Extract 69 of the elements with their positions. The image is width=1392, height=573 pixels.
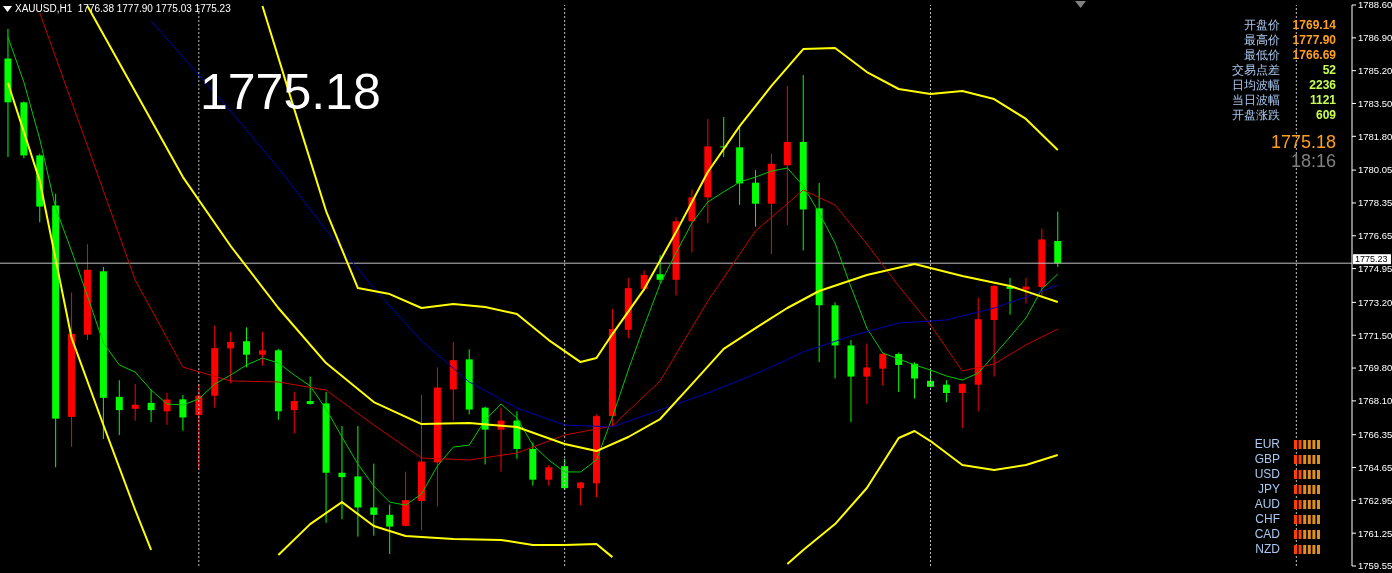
y-tick-label: 1773.20: [1358, 296, 1392, 308]
y-tick-label: 1762.95: [1358, 494, 1392, 506]
annotation: USD: [1254, 467, 1280, 482]
y-tick-label: 1785.20: [1358, 65, 1392, 77]
annotation: 开盘价: [1244, 18, 1280, 33]
y-tick-label: 1778.35: [1358, 197, 1392, 209]
candlestick: [147, 388, 155, 423]
annotation: NZD: [1255, 542, 1280, 557]
y-tick-label: 1781.80: [1358, 130, 1392, 142]
candlestick: [942, 379, 950, 403]
y-tick-label: 1786.90: [1358, 32, 1392, 44]
y-tick-label: 1776.65: [1358, 230, 1392, 242]
candlestick: [338, 425, 346, 520]
annotation: 609: [1315, 108, 1336, 123]
candlestick: [227, 331, 235, 384]
candlestick: [1054, 211, 1062, 268]
candlestick: [386, 504, 394, 555]
y-tick-label: 1764.65: [1358, 461, 1392, 473]
annotation: GBP: [1254, 452, 1280, 467]
y-tick-label: 1759.55: [1358, 560, 1392, 572]
candlestick: [115, 379, 123, 436]
annotation: 当日波幅: [1232, 93, 1280, 108]
ref-line-label: 1775.23: [1355, 254, 1388, 265]
annotation: JPY: [1257, 482, 1280, 497]
y-tick-label: 1771.50: [1358, 329, 1392, 341]
annotation: 1769.14: [1292, 18, 1336, 33]
annotation: EUR: [1254, 437, 1280, 452]
line-series: [7, 36, 1059, 506]
annotation: 1121: [1309, 93, 1336, 108]
candlestick: [958, 383, 966, 429]
candlestick: [179, 394, 187, 432]
candlestick: [656, 254, 664, 284]
annotation: CAD: [1254, 527, 1280, 542]
line-series: [786, 430, 1059, 566]
annotation: 1766.69: [1292, 48, 1336, 63]
y-tick-label: 1780.05: [1358, 164, 1392, 176]
annotation: 最高价: [1244, 33, 1280, 48]
annotation: 交易点差: [1232, 63, 1280, 78]
line-series: [6, 82, 153, 551]
candlestick: [290, 391, 298, 434]
y-tick-label: 1783.50: [1358, 97, 1392, 109]
candlestick: [863, 343, 871, 405]
annotation: CHF: [1255, 512, 1280, 527]
annotation: AUD: [1254, 497, 1280, 512]
annotation: 2236: [1309, 78, 1336, 93]
y-tick-label: 1769.80: [1358, 362, 1392, 374]
annotation: 1777.90: [1292, 33, 1336, 48]
y-tick-label: 1774.95: [1358, 262, 1392, 274]
line-series: [277, 501, 614, 559]
candlestick: [783, 85, 791, 226]
candlestick: [243, 326, 251, 368]
annotation: 1775.18: [1270, 131, 1336, 153]
candlestick: [879, 352, 887, 387]
y-tick-label: 1761.25: [1358, 527, 1392, 539]
candlestick: [306, 376, 314, 406]
candlestick: [577, 481, 585, 506]
annotation: 最低价: [1244, 48, 1280, 63]
candlestick: [131, 383, 139, 422]
candlestick: [370, 463, 378, 537]
y-tick-label: 1766.35: [1358, 429, 1392, 441]
candlestick: [258, 331, 266, 367]
candlestick: [545, 464, 553, 487]
y-tick-label: 1768.10: [1358, 395, 1392, 407]
annotation: 开盘涨跌: [1232, 108, 1280, 123]
y-tick-label: 1788.60: [1358, 0, 1392, 11]
annotation: 日均波幅: [1232, 78, 1280, 93]
candlestick: [752, 169, 760, 228]
annotation: 52: [1322, 63, 1336, 78]
annotation: 18:16: [1290, 150, 1336, 172]
